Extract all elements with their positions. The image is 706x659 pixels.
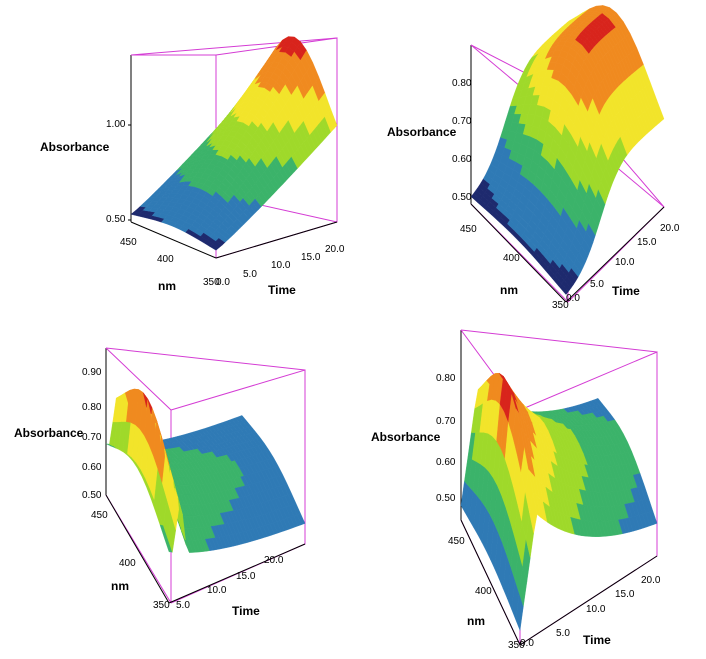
surface-plot-1: 0.50 1.00 450 400 350 0.0 5.0 10.0 15.0 … xyxy=(40,35,345,297)
surface-3 xyxy=(460,372,658,632)
y-axis-label: nm xyxy=(500,283,518,297)
y-tick-label: 400 xyxy=(157,254,174,265)
z-tick-label: 0.50 xyxy=(82,490,102,501)
z-axis-label: Absorbance xyxy=(387,125,457,139)
z-axis-label: Absorbance xyxy=(14,426,84,440)
x-axis xyxy=(565,206,665,303)
surface-facet xyxy=(649,510,658,525)
z-tick-label: 1.00 xyxy=(106,119,126,130)
y-axis-label: nm xyxy=(111,579,129,593)
z-axis-label: Absorbance xyxy=(40,140,110,154)
bounding-box xyxy=(130,37,338,56)
x-tick-label: 15.0 xyxy=(615,589,635,600)
x-tick-label: 5.0 xyxy=(176,600,190,611)
x-tick-label: 5.0 xyxy=(556,628,570,639)
x-axis xyxy=(215,221,338,259)
x-tick-label: 0.0 xyxy=(566,293,580,304)
z-tick-label: 0.80 xyxy=(452,78,472,89)
y-tick-label: 350 xyxy=(508,640,525,651)
x-axis xyxy=(519,555,658,646)
y-axis xyxy=(470,203,567,303)
surface-plot-3: 0.50 0.60 0.70 0.80 0.90 450 400 350 5.0… xyxy=(14,347,306,618)
y-tick-label: 450 xyxy=(120,237,137,248)
y-tick-label: 450 xyxy=(448,536,465,547)
x-tick-label: 15.0 xyxy=(637,237,657,248)
z-tick-label: 0.50 xyxy=(436,493,456,504)
surface-1 xyxy=(470,5,665,295)
x-tick-label: 10.0 xyxy=(207,585,227,596)
surface-plot-2: 0.50 0.60 0.70 0.80 450 400 350 0.0 5.0 … xyxy=(387,5,680,311)
z-tick-label: 0.80 xyxy=(82,402,102,413)
x-tick-label: 15.0 xyxy=(236,571,256,582)
z-tick-label: 0.70 xyxy=(452,116,472,127)
x-tick-label: 15.0 xyxy=(301,252,321,263)
x-tick-label: 20.0 xyxy=(641,575,661,586)
z-axis-label: Absorbance xyxy=(371,430,441,444)
x-tick-label: 0.0 xyxy=(216,277,230,288)
x-axis xyxy=(168,543,306,604)
y-axis-label: nm xyxy=(467,614,485,628)
y-axis xyxy=(130,221,217,259)
bounding-box xyxy=(105,347,306,371)
z-tick-label: 0.80 xyxy=(436,373,456,384)
y-tick-label: 350 xyxy=(552,300,569,311)
bounding-box xyxy=(460,329,658,353)
x-axis-label: Time xyxy=(232,604,260,618)
surface-0 xyxy=(130,35,338,251)
y-tick-label: 400 xyxy=(119,558,136,569)
x-tick-label: 10.0 xyxy=(615,257,635,268)
y-tick-label: 450 xyxy=(460,224,477,235)
z-tick-label: 0.50 xyxy=(106,214,126,225)
x-tick-label: 10.0 xyxy=(271,260,291,271)
z-tick-label: 0.90 xyxy=(82,367,102,378)
y-tick-label: 350 xyxy=(203,277,220,288)
x-tick-label: 5.0 xyxy=(590,279,604,290)
x-axis-label: Time xyxy=(612,284,640,298)
y-tick-label: 450 xyxy=(91,510,108,521)
z-tick-label: 0.60 xyxy=(82,462,102,473)
x-tick-label: 10.0 xyxy=(586,604,606,615)
x-tick-label: 20.0 xyxy=(660,223,680,234)
z-tick-label: 0.60 xyxy=(436,457,456,468)
y-tick-label: 350 xyxy=(153,600,170,611)
z-tick-label: 0.70 xyxy=(436,416,456,427)
y-tick-label: 400 xyxy=(475,586,492,597)
x-axis-label: Time xyxy=(583,633,611,647)
surface-facet xyxy=(296,513,306,525)
x-axis-label: Time xyxy=(268,283,296,297)
surface-facet xyxy=(654,100,665,122)
z-tick-label: 0.70 xyxy=(82,432,102,443)
x-tick-label: 5.0 xyxy=(243,269,257,280)
surface-plot-4: 0.50 0.60 0.70 0.80 450 400 350 0.0 5.0 … xyxy=(371,329,661,651)
z-tick-label: 0.50 xyxy=(452,192,472,203)
y-axis-label: nm xyxy=(158,279,176,293)
x-tick-label: 20.0 xyxy=(325,244,345,255)
surface-2 xyxy=(105,388,306,553)
y-axis xyxy=(105,494,170,604)
surface-facet xyxy=(327,109,338,130)
y-axis xyxy=(460,519,521,646)
z-tick-label: 0.60 xyxy=(452,154,472,165)
x-tick-label: 0.0 xyxy=(520,638,534,649)
x-tick-label: 20.0 xyxy=(264,555,284,566)
y-tick-label: 400 xyxy=(503,253,520,264)
